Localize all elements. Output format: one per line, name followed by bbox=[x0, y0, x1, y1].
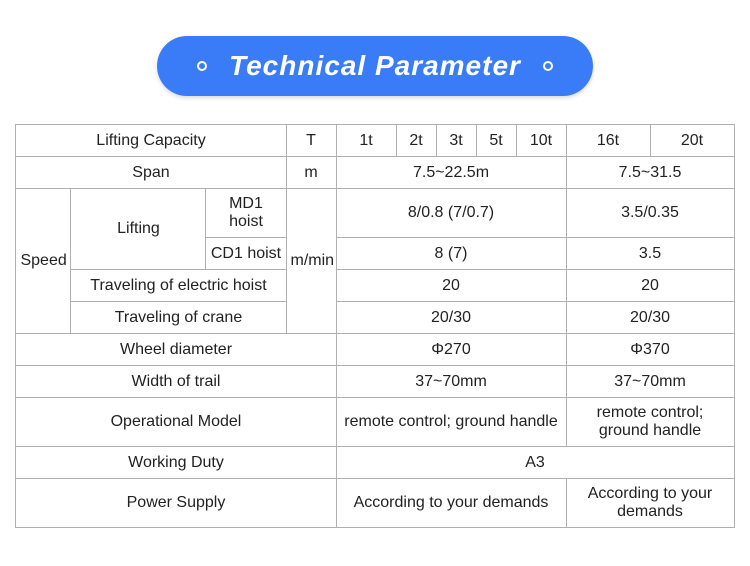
table-row: Speed Lifting MD1 hoist m/min 8/0.8 (7/0… bbox=[16, 189, 734, 238]
cell-value: 37~70mm bbox=[566, 366, 734, 398]
cell-unit: m bbox=[286, 157, 336, 189]
dot-icon bbox=[197, 61, 207, 71]
cell-value: A3 bbox=[336, 447, 734, 479]
cell-value: 1t bbox=[336, 125, 396, 157]
table-row: Power Supply According to your demands A… bbox=[16, 479, 734, 528]
table-row: Working Duty A3 bbox=[16, 447, 734, 479]
cell-value: 2t bbox=[396, 125, 436, 157]
header-container: Technical Parameter bbox=[0, 0, 750, 124]
cell-value: 20 bbox=[566, 270, 734, 302]
cell-label: Span bbox=[16, 157, 286, 189]
cell-value: According to your demands bbox=[566, 479, 734, 528]
cell-value: 3.5 bbox=[566, 238, 734, 270]
cell-value: 7.5~22.5m bbox=[336, 157, 566, 189]
table-row: Traveling of electric hoist 20 20 bbox=[16, 270, 734, 302]
cell-label: Power Supply bbox=[16, 479, 336, 528]
cell-label: Speed bbox=[16, 189, 71, 334]
cell-value: According to your demands bbox=[336, 479, 566, 528]
cell-label: Traveling of electric hoist bbox=[71, 270, 286, 302]
cell-label: Wheel diameter bbox=[16, 334, 336, 366]
table-row: Operational Model remote control; ground… bbox=[16, 398, 734, 447]
cell-label: Traveling of crane bbox=[71, 302, 286, 334]
table-row: Width of trail 37~70mm 37~70mm bbox=[16, 366, 734, 398]
cell-value: 3t bbox=[436, 125, 476, 157]
cell-unit: m/min bbox=[286, 189, 336, 334]
cell-label: Lifting bbox=[71, 189, 206, 270]
table-row: Lifting Capacity T 1t 2t 3t 5t 10t 16t 2… bbox=[16, 125, 734, 157]
table-row: Wheel diameter Φ270 Φ370 bbox=[16, 334, 734, 366]
header-pill: Technical Parameter bbox=[157, 36, 593, 96]
cell-value: 20/30 bbox=[336, 302, 566, 334]
dot-icon bbox=[543, 61, 553, 71]
cell-value: remote control; ground handle bbox=[566, 398, 734, 447]
cell-value: 16t bbox=[566, 125, 650, 157]
cell-value: Φ270 bbox=[336, 334, 566, 366]
cell-value: 20 bbox=[336, 270, 566, 302]
cell-label: CD1 hoist bbox=[206, 238, 286, 270]
spec-table: Lifting Capacity T 1t 2t 3t 5t 10t 16t 2… bbox=[15, 124, 734, 528]
cell-value: 20/30 bbox=[566, 302, 734, 334]
cell-unit: T bbox=[286, 125, 336, 157]
cell-label: Working Duty bbox=[16, 447, 336, 479]
cell-label: MD1 hoist bbox=[206, 189, 286, 238]
cell-value: 37~70mm bbox=[336, 366, 566, 398]
cell-value: 5t bbox=[476, 125, 516, 157]
cell-value: 8 (7) bbox=[336, 238, 566, 270]
page-title: Technical Parameter bbox=[229, 50, 521, 82]
cell-label: Operational Model bbox=[16, 398, 336, 447]
cell-value: 7.5~31.5 bbox=[566, 157, 734, 189]
cell-value: Φ370 bbox=[566, 334, 734, 366]
cell-value: 10t bbox=[516, 125, 566, 157]
table-row: Traveling of crane 20/30 20/30 bbox=[16, 302, 734, 334]
cell-value: 20t bbox=[650, 125, 734, 157]
cell-value: 8/0.8 (7/0.7) bbox=[336, 189, 566, 238]
cell-value: 3.5/0.35 bbox=[566, 189, 734, 238]
cell-value: remote control; ground handle bbox=[336, 398, 566, 447]
cell-label: Width of trail bbox=[16, 366, 336, 398]
table-row: Span m 7.5~22.5m 7.5~31.5 bbox=[16, 157, 734, 189]
cell-label: Lifting Capacity bbox=[16, 125, 286, 157]
